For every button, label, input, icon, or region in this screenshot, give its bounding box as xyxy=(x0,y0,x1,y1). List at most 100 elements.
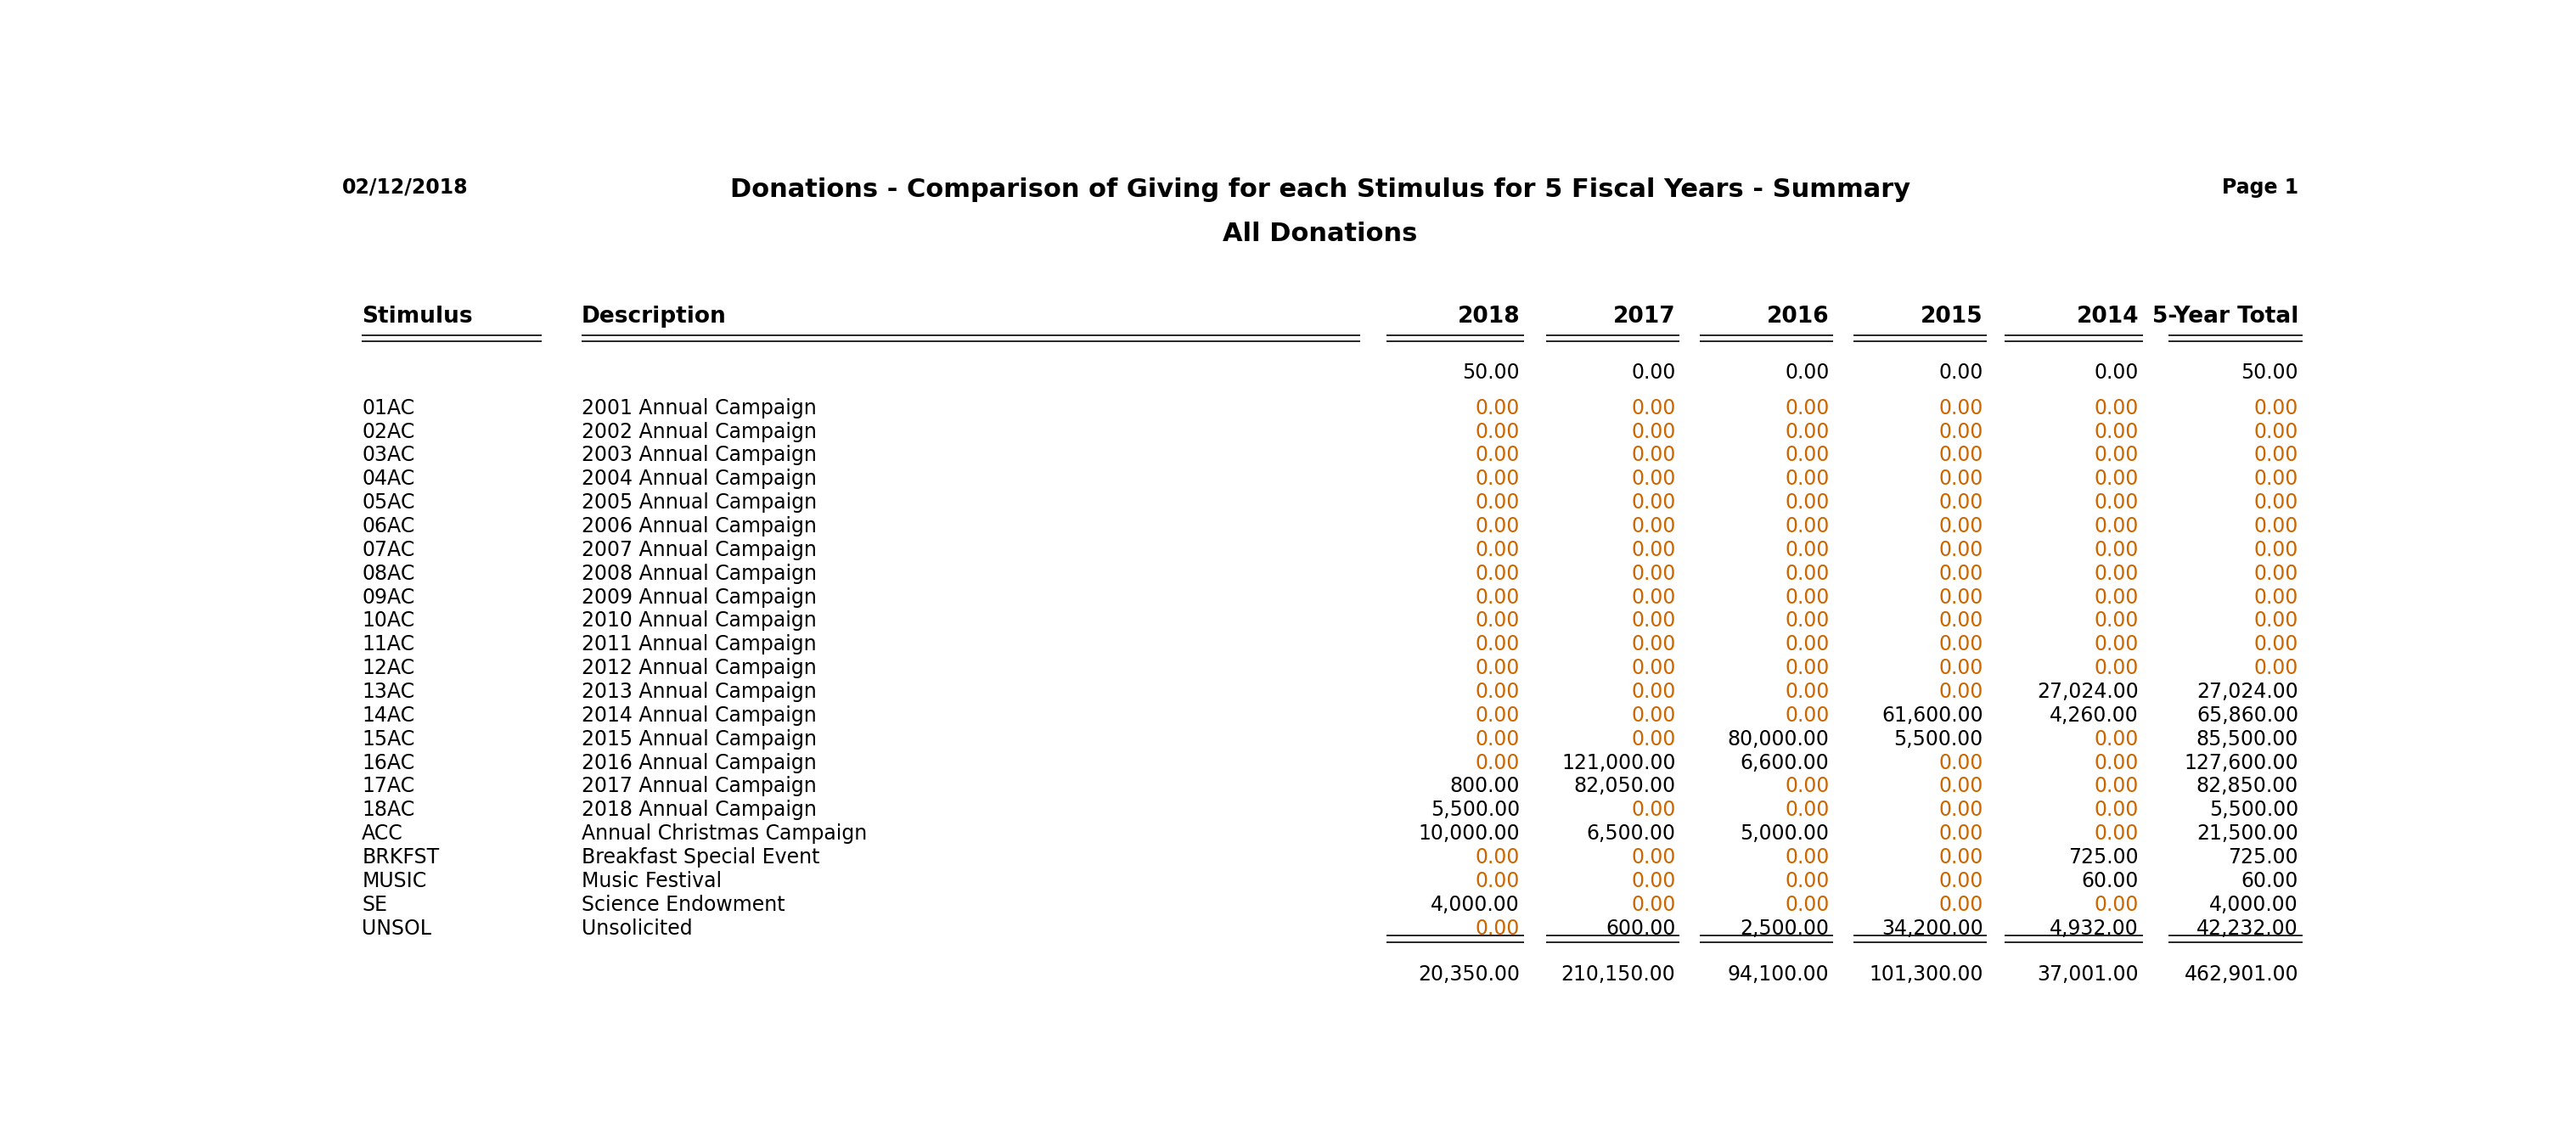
Text: 0.00: 0.00 xyxy=(1940,469,1984,489)
Text: 0.00: 0.00 xyxy=(1631,587,1674,607)
Text: 0.00: 0.00 xyxy=(1940,493,1984,512)
Text: Stimulus: Stimulus xyxy=(361,305,474,328)
Text: 0.00: 0.00 xyxy=(1940,682,1984,702)
Text: 0.00: 0.00 xyxy=(2094,516,2138,536)
Text: 20,350.00: 20,350.00 xyxy=(1417,964,1520,984)
Text: 0.00: 0.00 xyxy=(2094,824,2138,843)
Text: 01AC: 01AC xyxy=(361,398,415,418)
Text: 0.00: 0.00 xyxy=(1476,422,1520,442)
Text: Music Festival: Music Festival xyxy=(582,871,721,892)
Text: 5,500.00: 5,500.00 xyxy=(1893,729,1984,749)
Text: 2013 Annual Campaign: 2013 Annual Campaign xyxy=(582,682,817,702)
Text: 2018: 2018 xyxy=(1458,305,1520,328)
Text: 0.00: 0.00 xyxy=(1785,871,1829,892)
Text: All Donations: All Donations xyxy=(1224,221,1417,246)
Text: 0.00: 0.00 xyxy=(2094,469,2138,489)
Text: 0.00: 0.00 xyxy=(1940,635,1984,654)
Text: 0.00: 0.00 xyxy=(1940,611,1984,631)
Text: 0.00: 0.00 xyxy=(1785,469,1829,489)
Text: 2015 Annual Campaign: 2015 Annual Campaign xyxy=(582,729,817,749)
Text: 0.00: 0.00 xyxy=(1940,871,1984,892)
Text: 4,000.00: 4,000.00 xyxy=(1430,895,1520,915)
Text: 0.00: 0.00 xyxy=(1631,729,1674,749)
Text: BRKFST: BRKFST xyxy=(361,847,440,868)
Text: 0.00: 0.00 xyxy=(1476,682,1520,702)
Text: 27,024.00: 27,024.00 xyxy=(2197,682,2298,702)
Text: 04AC: 04AC xyxy=(361,469,415,489)
Text: 2007 Annual Campaign: 2007 Annual Campaign xyxy=(582,540,817,560)
Text: ACC: ACC xyxy=(361,824,404,843)
Text: UNSOL: UNSOL xyxy=(361,918,433,939)
Text: 0.00: 0.00 xyxy=(1476,564,1520,583)
Text: 0.00: 0.00 xyxy=(1631,800,1674,821)
Text: 16AC: 16AC xyxy=(361,753,415,772)
Text: 10AC: 10AC xyxy=(361,611,415,631)
Text: 0.00: 0.00 xyxy=(1785,445,1829,465)
Text: 0.00: 0.00 xyxy=(2254,422,2298,442)
Text: 0.00: 0.00 xyxy=(2254,540,2298,560)
Text: Science Endowment: Science Endowment xyxy=(582,895,786,915)
Text: 0.00: 0.00 xyxy=(2254,658,2298,678)
Text: 17AC: 17AC xyxy=(361,776,415,796)
Text: 0.00: 0.00 xyxy=(1940,587,1984,607)
Text: 210,150.00: 210,150.00 xyxy=(1561,964,1674,984)
Text: 0.00: 0.00 xyxy=(1631,422,1674,442)
Text: 6,500.00: 6,500.00 xyxy=(1587,824,1674,843)
Text: 0.00: 0.00 xyxy=(1476,398,1520,418)
Text: 0.00: 0.00 xyxy=(1940,564,1984,583)
Text: 0.00: 0.00 xyxy=(1631,493,1674,512)
Text: 121,000.00: 121,000.00 xyxy=(1561,753,1674,772)
Text: 600.00: 600.00 xyxy=(1605,918,1674,939)
Text: 0.00: 0.00 xyxy=(2254,469,2298,489)
Text: 0.00: 0.00 xyxy=(1940,847,1984,868)
Text: Breakfast Special Event: Breakfast Special Event xyxy=(582,847,819,868)
Text: Page 1: Page 1 xyxy=(2223,178,2298,197)
Text: 0.00: 0.00 xyxy=(2094,493,2138,512)
Text: 0.00: 0.00 xyxy=(2094,729,2138,749)
Text: 0.00: 0.00 xyxy=(1476,871,1520,892)
Text: 0.00: 0.00 xyxy=(1940,776,1984,796)
Text: 0.00: 0.00 xyxy=(1476,705,1520,725)
Text: 2011 Annual Campaign: 2011 Annual Campaign xyxy=(582,635,817,654)
Text: 85,500.00: 85,500.00 xyxy=(2197,729,2298,749)
Text: 2008 Annual Campaign: 2008 Annual Campaign xyxy=(582,564,817,583)
Text: 0.00: 0.00 xyxy=(2094,445,2138,465)
Text: 0.00: 0.00 xyxy=(1631,847,1674,868)
Text: 80,000.00: 80,000.00 xyxy=(1728,729,1829,749)
Text: 50.00: 50.00 xyxy=(2241,362,2298,383)
Text: 14AC: 14AC xyxy=(361,705,415,725)
Text: 4,932.00: 4,932.00 xyxy=(2050,918,2138,939)
Text: 0.00: 0.00 xyxy=(2094,564,2138,583)
Text: 0.00: 0.00 xyxy=(1476,587,1520,607)
Text: 2001 Annual Campaign: 2001 Annual Campaign xyxy=(582,398,817,418)
Text: 5-Year Total: 5-Year Total xyxy=(2151,305,2298,328)
Text: 0.00: 0.00 xyxy=(1631,469,1674,489)
Text: 0.00: 0.00 xyxy=(1631,635,1674,654)
Text: 2004 Annual Campaign: 2004 Annual Campaign xyxy=(582,469,817,489)
Text: 0.00: 0.00 xyxy=(1631,895,1674,915)
Text: 0.00: 0.00 xyxy=(2094,753,2138,772)
Text: 0.00: 0.00 xyxy=(1940,658,1984,678)
Text: 21,500.00: 21,500.00 xyxy=(2197,824,2298,843)
Text: 60.00: 60.00 xyxy=(2241,871,2298,892)
Text: 0.00: 0.00 xyxy=(2094,611,2138,631)
Text: 0.00: 0.00 xyxy=(1476,516,1520,536)
Text: 0.00: 0.00 xyxy=(1476,918,1520,939)
Text: 50.00: 50.00 xyxy=(1463,362,1520,383)
Text: 11AC: 11AC xyxy=(361,635,415,654)
Text: 0.00: 0.00 xyxy=(2094,658,2138,678)
Text: 60.00: 60.00 xyxy=(2081,871,2138,892)
Text: Unsolicited: Unsolicited xyxy=(582,918,693,939)
Text: 12AC: 12AC xyxy=(361,658,415,678)
Text: 0.00: 0.00 xyxy=(1785,398,1829,418)
Text: 0.00: 0.00 xyxy=(1476,540,1520,560)
Text: 05AC: 05AC xyxy=(361,493,415,512)
Text: 0.00: 0.00 xyxy=(2094,800,2138,821)
Text: 5,500.00: 5,500.00 xyxy=(1430,800,1520,821)
Text: MUSIC: MUSIC xyxy=(361,871,428,892)
Text: 0.00: 0.00 xyxy=(1785,564,1829,583)
Text: 4,260.00: 4,260.00 xyxy=(2050,705,2138,725)
Text: 0.00: 0.00 xyxy=(2094,422,2138,442)
Text: 07AC: 07AC xyxy=(361,540,415,560)
Text: 2017: 2017 xyxy=(1613,305,1674,328)
